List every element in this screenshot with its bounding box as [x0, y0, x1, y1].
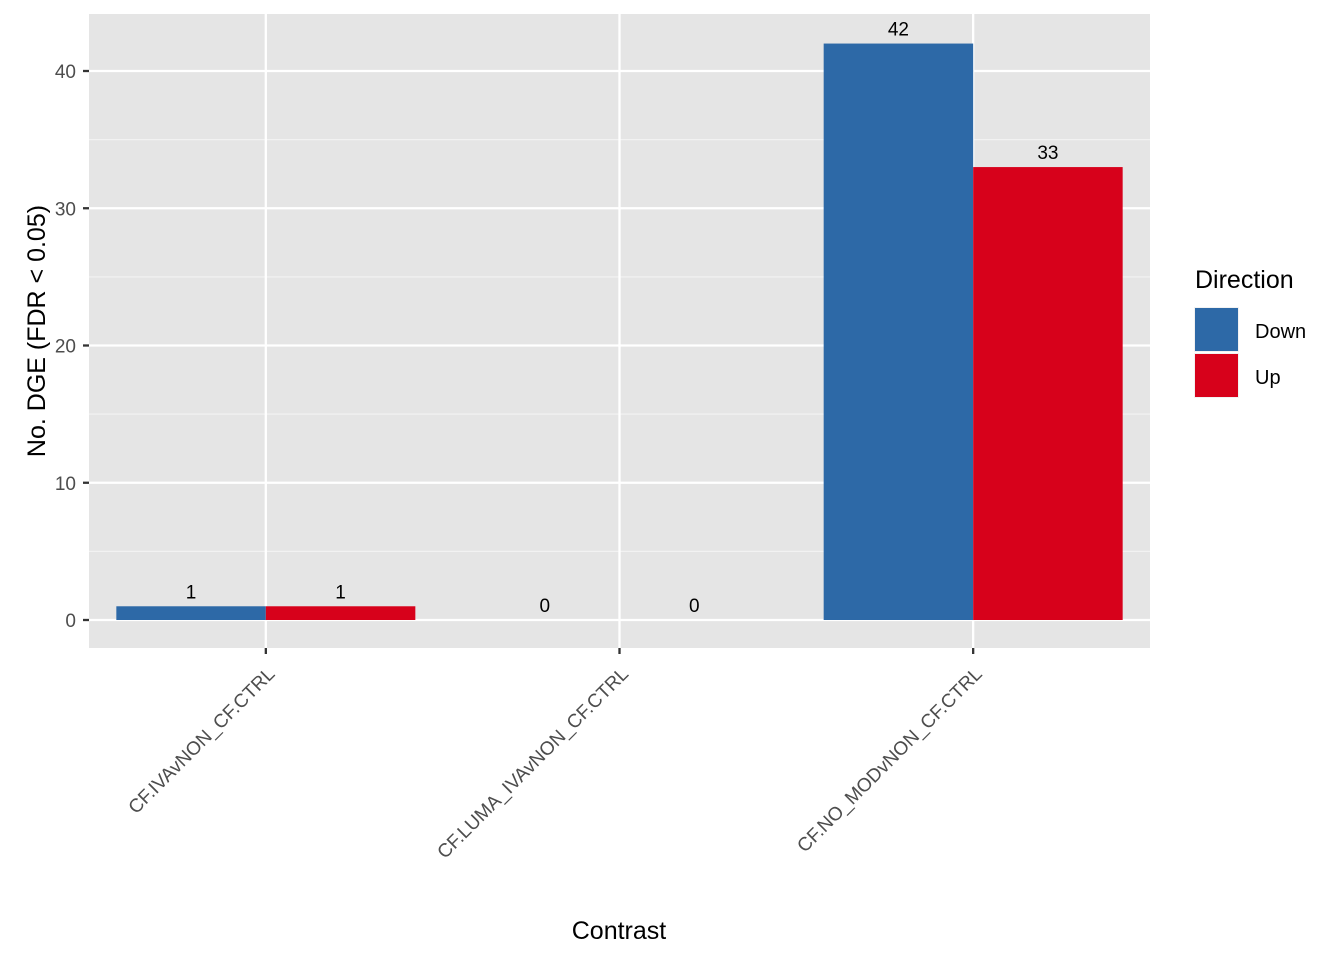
x-tick-label: CF.NO_MODvNON_CF.CTRL: [793, 664, 986, 857]
legend-label-up: Up: [1255, 367, 1281, 389]
legend-label-down: Down: [1255, 321, 1306, 343]
bar-down-1: [116, 606, 266, 620]
y-tick-label: 30: [55, 199, 76, 220]
legend-title: Direction: [1195, 266, 1294, 294]
bar-value-label: 42: [888, 20, 909, 41]
y-tick-label: 20: [55, 337, 76, 358]
x-tick-label: CF.IVAvNON_CF.CTRL: [125, 664, 280, 819]
bar-value-labels: 1 1 0 0 42 33: [186, 20, 1059, 617]
legend-swatch-down: [1195, 308, 1238, 351]
y-tick-label: 0: [65, 611, 76, 632]
y-axis: 0 10 20 30 40: [55, 62, 89, 632]
bar-down-3: [823, 43, 974, 621]
legend: Direction Down Up: [1194, 266, 1306, 398]
bar-value-label: 1: [186, 582, 197, 603]
x-axis-title: Contrast: [572, 917, 667, 945]
bar-up-3: [973, 167, 1123, 620]
y-axis-title: No. DGE (FDR < 0.05): [23, 205, 51, 457]
bar-value-label: 0: [539, 596, 550, 617]
y-tick-label: 40: [55, 62, 76, 83]
bar-value-label: 1: [335, 582, 346, 603]
bars: [116, 43, 1123, 621]
bar-value-label: 33: [1037, 143, 1058, 164]
x-tick-label: CF.LUMA_IVAvNON_CF.CTRL: [434, 664, 634, 864]
legend-swatch-up: [1195, 354, 1238, 397]
bar-up-1: [265, 606, 416, 620]
bar-value-label: 0: [689, 596, 700, 617]
y-tick-label: 10: [55, 474, 76, 495]
x-axis: CF.IVAvNON_CF.CTRL CF.LUMA_IVAvNON_CF.CTR…: [125, 648, 987, 863]
